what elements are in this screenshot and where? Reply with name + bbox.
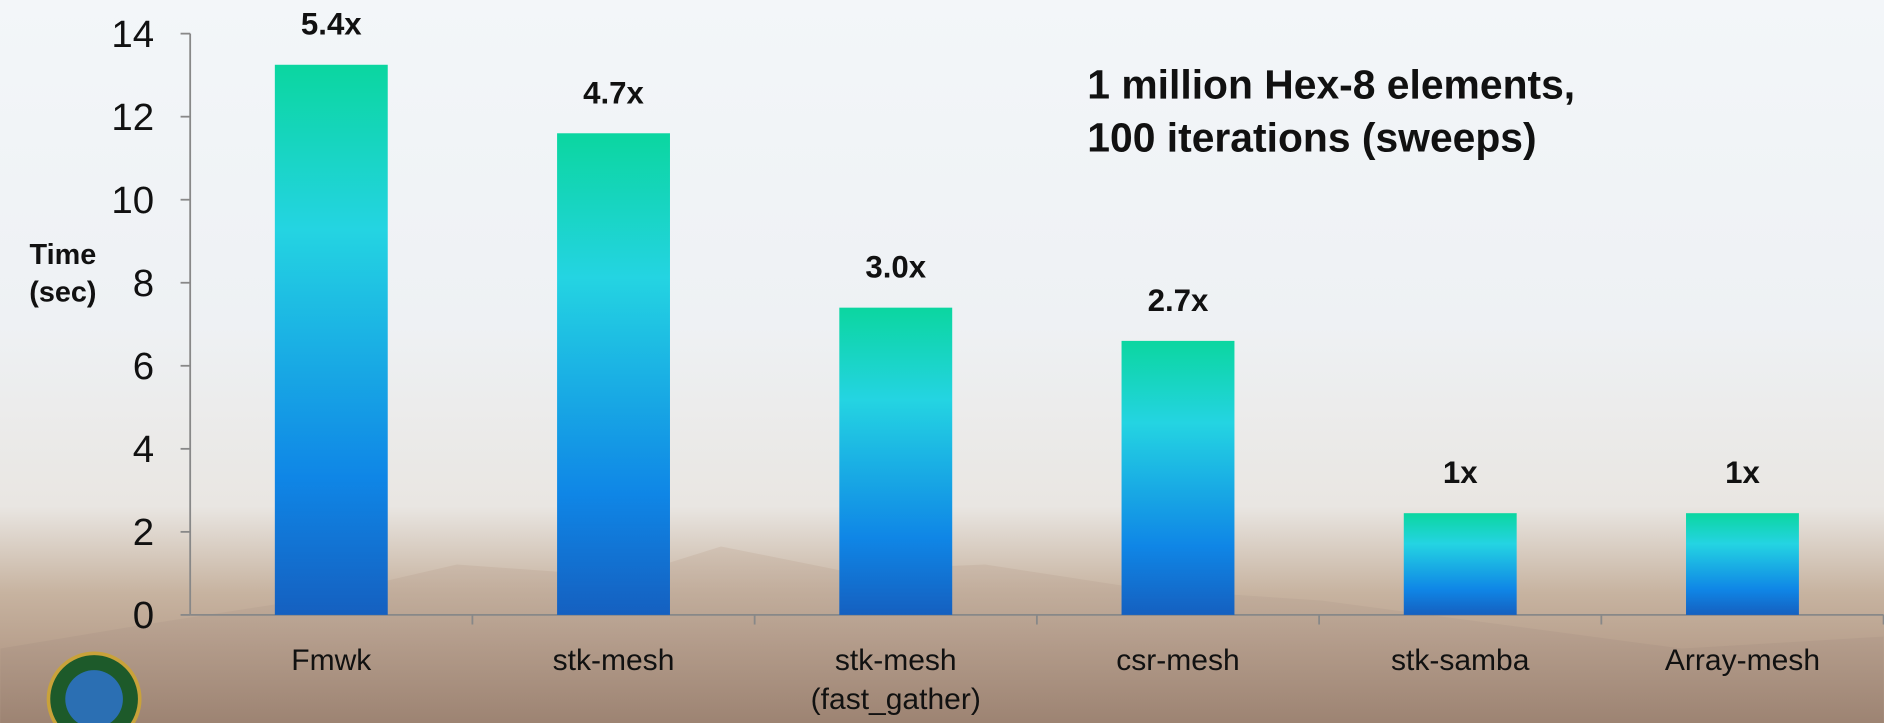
x-tick-label: stk-samba	[1391, 644, 1530, 677]
y-tick-label: 10	[111, 179, 154, 222]
bar-label: 4.7x	[583, 75, 644, 110]
y-tick-label: 2	[133, 511, 154, 554]
bar	[1686, 513, 1799, 615]
x-tick-label: Array-mesh	[1665, 644, 1820, 677]
background-mountain	[0, 546, 1884, 723]
annotation: 1 million Hex-8 elements, 100 iterations …	[1087, 61, 1575, 160]
x-tick-label: csr-mesh	[1116, 644, 1239, 677]
bar	[1121, 340, 1235, 615]
bar	[557, 133, 670, 615]
bar	[839, 307, 953, 615]
bar-label: 2.7x	[1148, 283, 1209, 318]
x-tick-label: Fmwk	[291, 644, 372, 677]
bar-label: 3.0x	[865, 250, 926, 285]
y-axis-label: Time (sec)	[29, 239, 96, 308]
x-tick-label: stk-mesh (fast_gather)	[811, 644, 981, 716]
bar-label: 5.4x	[301, 7, 362, 42]
x-tick-label: stk-mesh	[553, 644, 675, 677]
bar	[1403, 513, 1517, 615]
bar-label: 1x	[1443, 455, 1478, 490]
y-tick-label: 14	[111, 13, 154, 56]
y-tick-label: 12	[111, 96, 154, 139]
y-tick-label: 6	[133, 345, 154, 388]
y-tick-label: 4	[133, 428, 154, 471]
bar	[274, 64, 388, 615]
logo	[46, 651, 142, 723]
y-tick-label: 0	[133, 594, 154, 637]
y-tick-label: 8	[133, 262, 154, 305]
bar-label: 1x	[1725, 455, 1760, 490]
